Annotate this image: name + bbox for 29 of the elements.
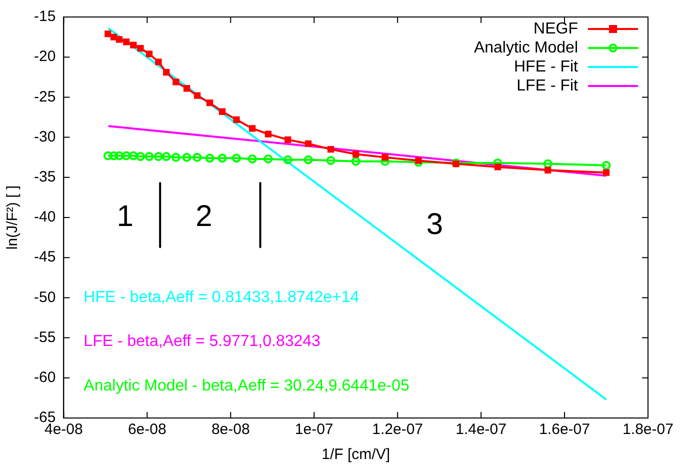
y-tick-label: -20 (34, 48, 56, 66)
annotation: HFE - beta,Aeff = 0.81433,1.8742e+14 (84, 289, 360, 306)
x-tick-label: 1.6e-07 (539, 421, 590, 438)
x-tick-label: 6e-08 (128, 421, 166, 438)
y-tick-label: -45 (34, 248, 56, 266)
legend-label: Analytic Model (474, 39, 578, 56)
legend-label: NEGF (534, 20, 578, 38)
x-tick-label: 1.4e-07 (456, 421, 506, 438)
x-tick-label: 1.2e-07 (372, 421, 424, 438)
x-tick-label: 8e-08 (211, 421, 250, 438)
annotation: 1 (116, 200, 134, 233)
x-axis-title: 1/F [cm/V] (322, 446, 390, 464)
annotation: 2 (196, 200, 212, 233)
y-tick-label: -50 (34, 288, 56, 306)
legend-label: LFE - Fit (516, 77, 579, 94)
y-tick-label: -35 (34, 168, 56, 186)
annotation: Analytic Model - beta,Aeff = 30.24,9.6441e-05 (84, 377, 410, 394)
y-axis-title: ln(J/F²) [ ] (4, 185, 22, 250)
annotation: LFE - beta,Aeff = 5.9771,0.83243 (84, 333, 321, 350)
annotation: 3 (426, 208, 444, 241)
y-tick-label: -15 (34, 8, 56, 26)
x-tick-label: 1.8e-07 (622, 421, 674, 438)
y-tick-label: -60 (34, 369, 56, 386)
y-tick-label: -30 (34, 128, 56, 146)
y-tick-label: -25 (34, 88, 56, 106)
x-tick-label: 1e-07 (294, 421, 334, 438)
y-tick-label: -55 (34, 328, 56, 346)
legend-label: HFE - Fit (514, 58, 579, 76)
y-tick-label: -40 (34, 208, 56, 226)
